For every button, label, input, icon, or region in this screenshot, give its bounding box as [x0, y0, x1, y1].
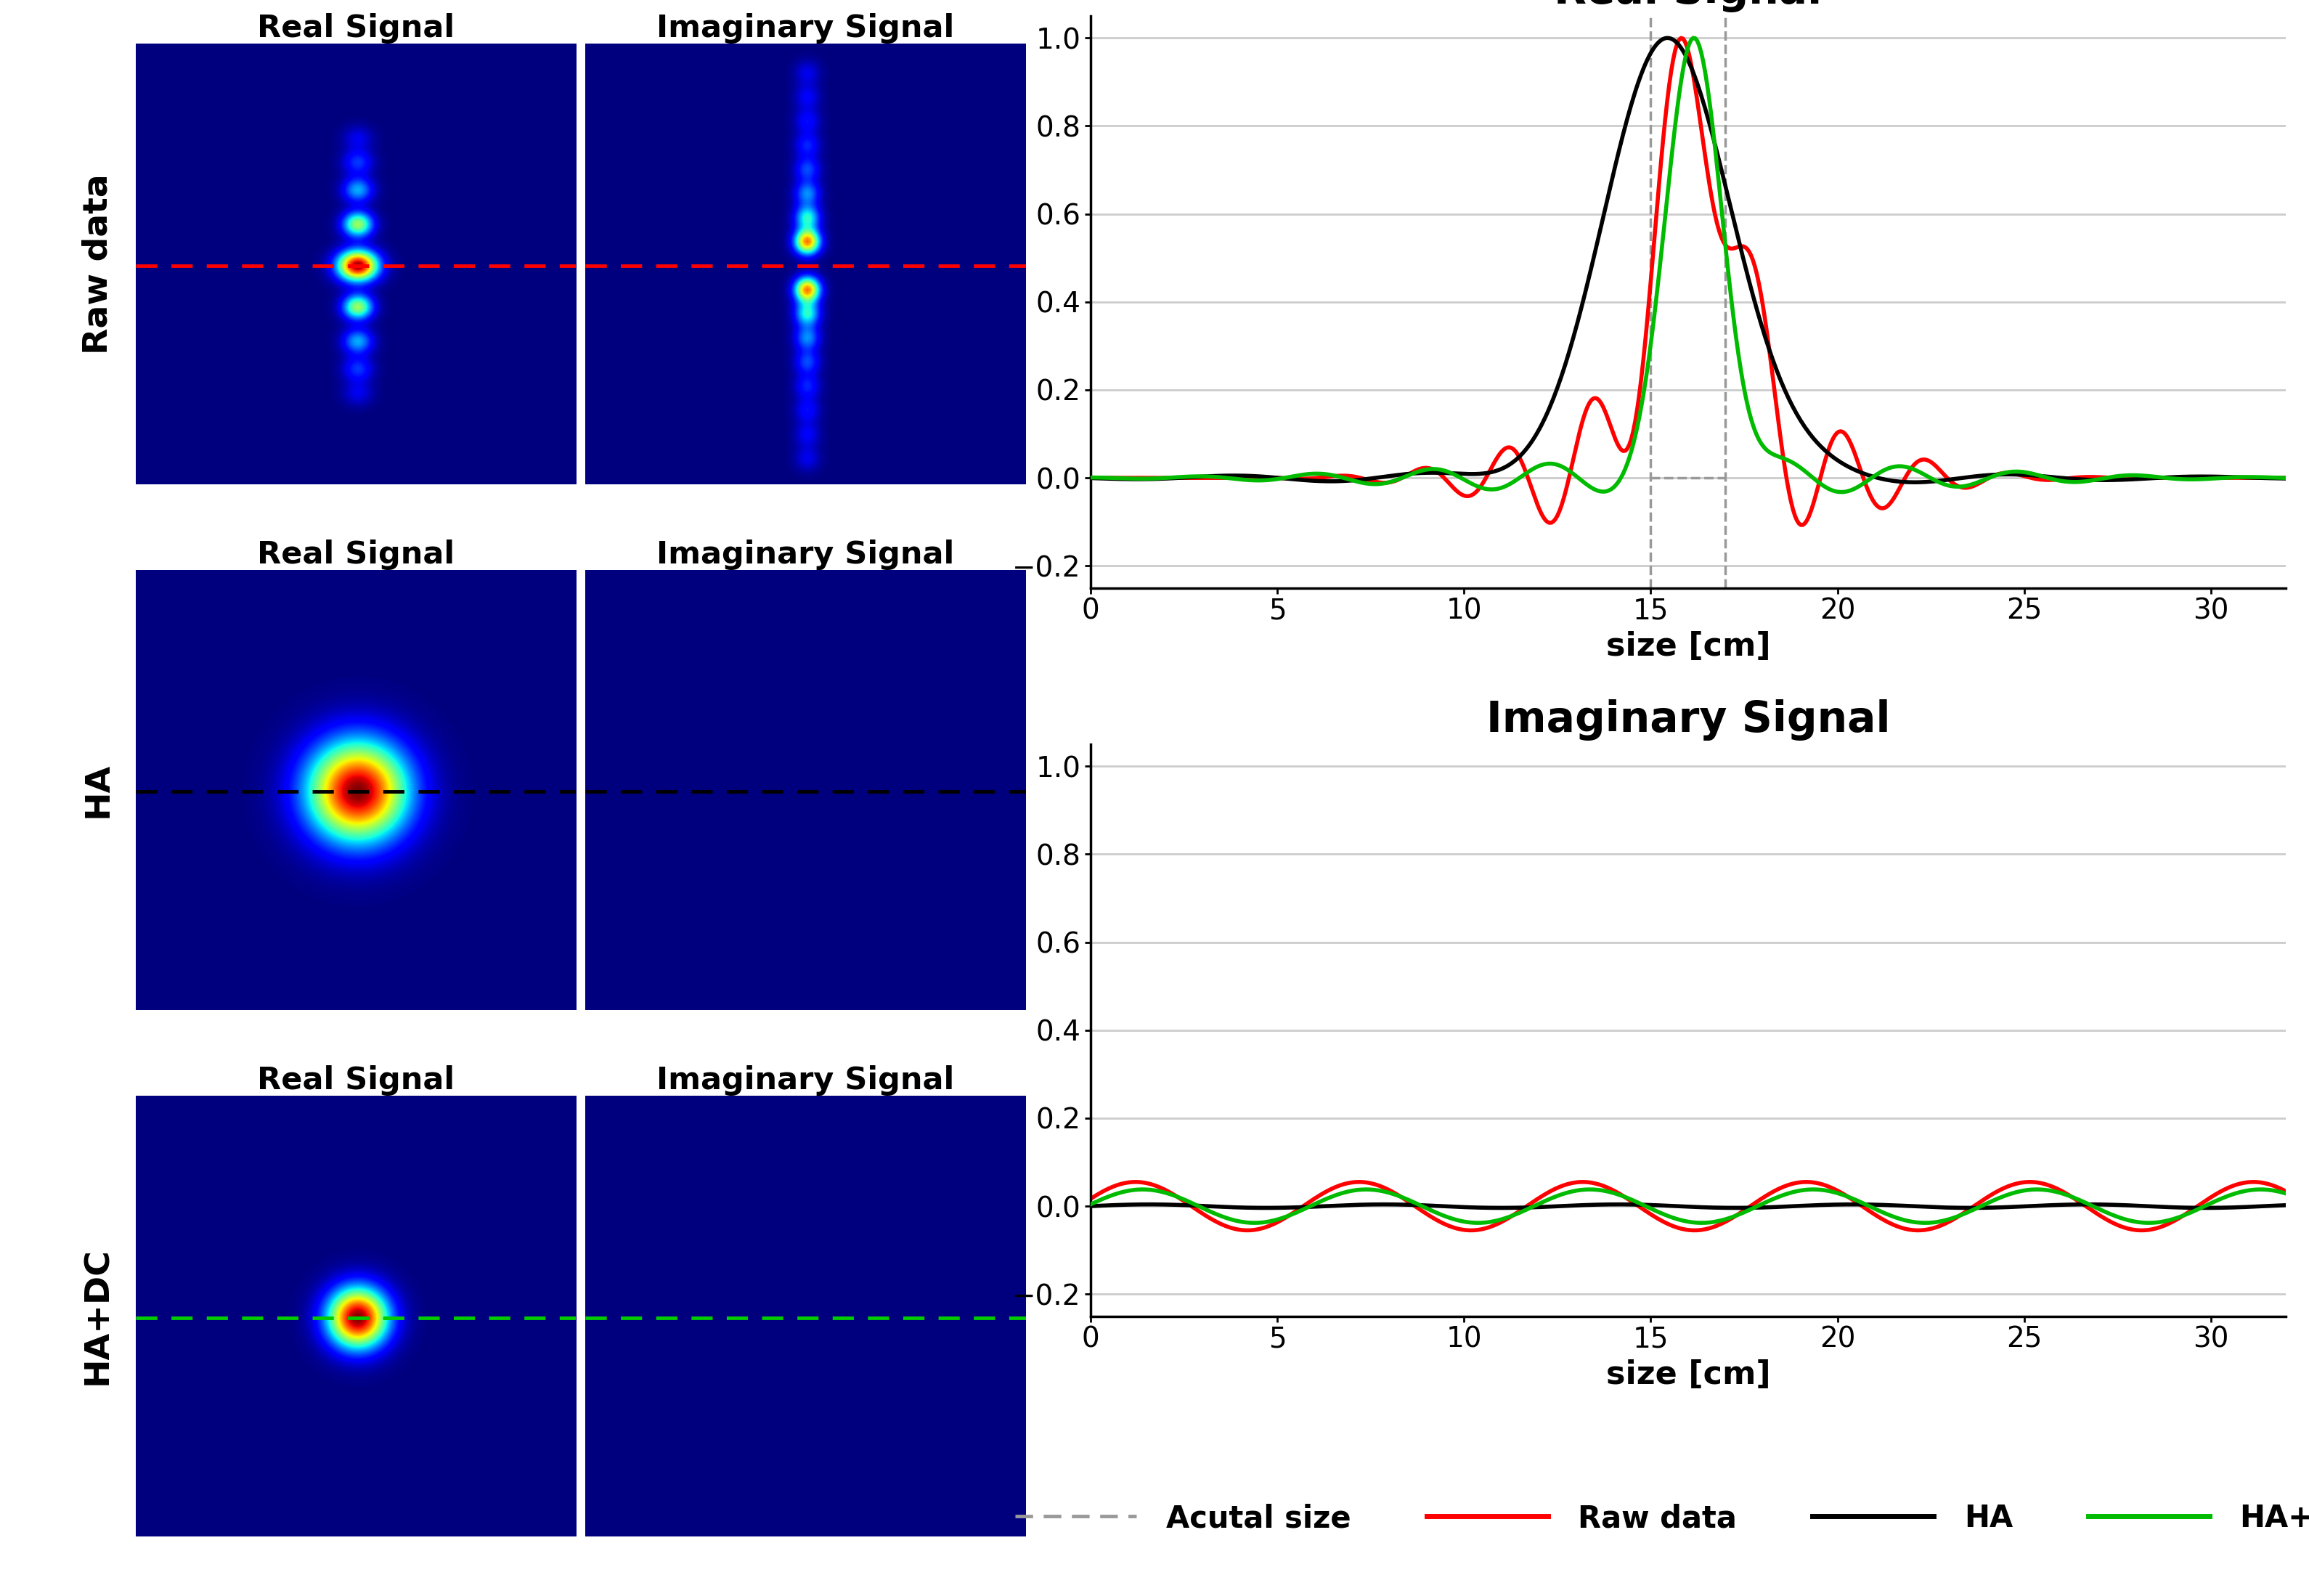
Text: HA: HA — [81, 763, 113, 817]
Title: Real Signal: Real Signal — [1554, 0, 1822, 13]
Text: HA+DC: HA+DC — [81, 1246, 113, 1385]
Title: Real Signal: Real Signal — [256, 539, 455, 570]
Title: Imaginary Signal: Imaginary Signal — [656, 539, 954, 570]
Title: Real Signal: Real Signal — [256, 1066, 455, 1096]
Text: Raw data: Raw data — [81, 174, 113, 354]
Title: Imaginary Signal: Imaginary Signal — [1487, 699, 1891, 741]
Title: Imaginary Signal: Imaginary Signal — [656, 13, 954, 45]
Title: Real Signal: Real Signal — [256, 13, 455, 45]
X-axis label: size [cm]: size [cm] — [1605, 630, 1771, 662]
Title: Imaginary Signal: Imaginary Signal — [656, 1066, 954, 1096]
X-axis label: size [cm]: size [cm] — [1605, 1360, 1771, 1390]
Legend: Acutal size, Raw data, HA, HA+DC: Acutal size, Raw data, HA, HA+DC — [1002, 1491, 2309, 1545]
